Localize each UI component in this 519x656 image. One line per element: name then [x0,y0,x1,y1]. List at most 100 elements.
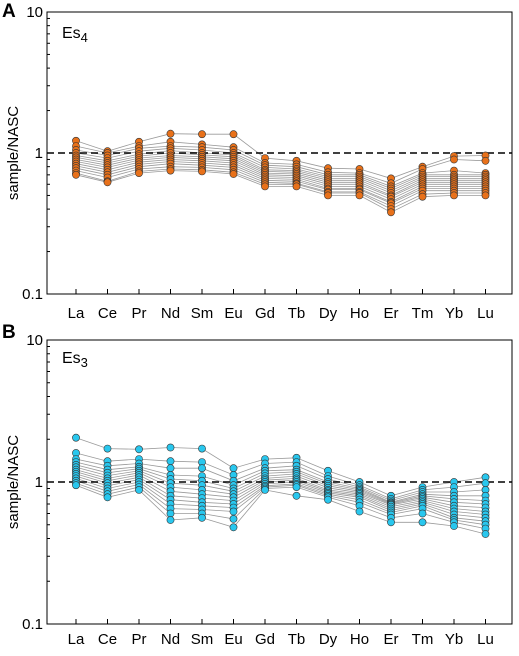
data-point [261,182,269,191]
data-point [198,513,206,522]
x-tick-label-ho: Ho [350,305,369,322]
x-tick-label-tm: Tm [412,631,434,648]
y-tick-label: 0.1 [22,286,43,303]
data-point [72,481,80,490]
sample-lines [75,437,486,535]
sample-line [75,141,486,184]
data-point [166,509,175,518]
data-point [72,433,80,442]
data-point [418,518,427,527]
data-point [229,515,238,523]
data-point [229,464,238,473]
sample-line [75,484,486,535]
sample-line [75,469,486,508]
data-point [355,507,364,516]
data-point [166,457,175,466]
y-axis-title: sample/NASC [5,435,22,529]
sample-line [75,475,486,519]
x-tick-label-sm: Sm [191,305,214,322]
data-point [166,516,175,524]
data-point [292,491,301,500]
data-point [481,191,490,200]
sample-points [72,129,490,217]
data-point [450,155,458,164]
y-tick-label: 0.1 [22,616,43,633]
x-tick-label-sm: Sm [191,631,214,648]
sample-line [75,170,486,213]
sample-line [75,478,486,522]
data-point [198,130,206,139]
x-tick-label-la: La [68,305,85,322]
x-tick-label-eu: Eu [224,631,242,648]
x-tick-label-lu: Lu [477,305,494,322]
data-point [229,523,238,532]
data-point [166,129,175,138]
data-point [103,493,112,502]
data-point [103,178,112,187]
data-point [481,530,490,538]
data-point [166,166,175,175]
data-point [135,445,143,454]
x-tick-label-tm: Tm [412,305,434,322]
x-tick-label-eu: Eu [224,305,242,322]
x-tick-label-lu: Lu [477,631,494,648]
x-tick-label-er: Er [384,631,399,648]
x-tick-label-ce: Ce [98,305,117,322]
sample-line [75,155,486,196]
axis-labels: 0.1 1 10 La Ce Pr Nd Sm Eu Gd Tb Dy Ho Er Tm Yb Lu [22,332,494,648]
x-tick-label-yb: Yb [445,305,463,322]
y-axis-title: sample/NASC [5,106,22,200]
sample-line [75,466,486,505]
data-point [355,191,364,200]
sample-line [75,471,486,512]
data-point [418,192,427,201]
sample-line [75,461,486,503]
sample-lines [75,133,486,213]
sample-line [75,159,486,200]
sample-line [75,464,486,504]
unit-label-text: Es [62,25,81,42]
x-tick-label-la: La [68,631,85,648]
unit-label: Es3 [62,350,88,370]
sample-line [75,163,486,204]
x-tick-label-dy: Dy [319,631,338,648]
sample-line [75,150,486,192]
unit-label: Es4 [62,25,88,45]
x-tick-label-yb: Yb [445,631,463,648]
sample-line [75,156,486,198]
panel-label: A [2,1,16,22]
x-tick-label-ce: Ce [98,631,117,648]
data-point [135,169,143,177]
sample-line [75,473,486,515]
data-point [198,464,206,473]
sample-line [75,147,486,189]
sample-line [75,452,486,500]
x-tick-label-dy: Dy [319,305,338,322]
x-tick-label-er: Er [384,305,399,322]
data-point [72,170,80,179]
data-point [481,156,490,165]
x-tick-label-gd: Gd [255,631,275,648]
sample-line [75,166,486,207]
x-tick-label-gd: Gd [255,305,275,322]
x-tick-label-ho: Ho [350,631,369,648]
x-tick-label-nd: Nd [161,305,180,322]
data-point [292,182,301,191]
data-point [166,464,175,473]
axis-labels: 0.1 1 10 La Ce Pr Nd Sm Eu Gd Tb Dy Ho Er Tm Yb Lu [22,4,494,322]
y-tick-label: 10 [26,332,43,349]
data-point [198,167,206,176]
data-point [292,483,301,491]
sample-line [75,437,486,497]
data-point [229,130,238,139]
panel-a: A sample/NASC Es4 0.1 1 10 La Ce Pr Nd Sm Eu Gd Tb… [2,1,513,322]
panel-b: B sample/NASC Es3 0.1 1 10 La Ce Pr Nd Sm Eu Gd Tb… [2,322,513,648]
y-tick-label: 10 [26,4,43,21]
data-point [166,443,175,452]
x-tick-label-tb: Tb [288,631,306,648]
data-point [481,479,490,488]
sample-line [75,482,486,529]
axis-ticks [47,339,486,625]
